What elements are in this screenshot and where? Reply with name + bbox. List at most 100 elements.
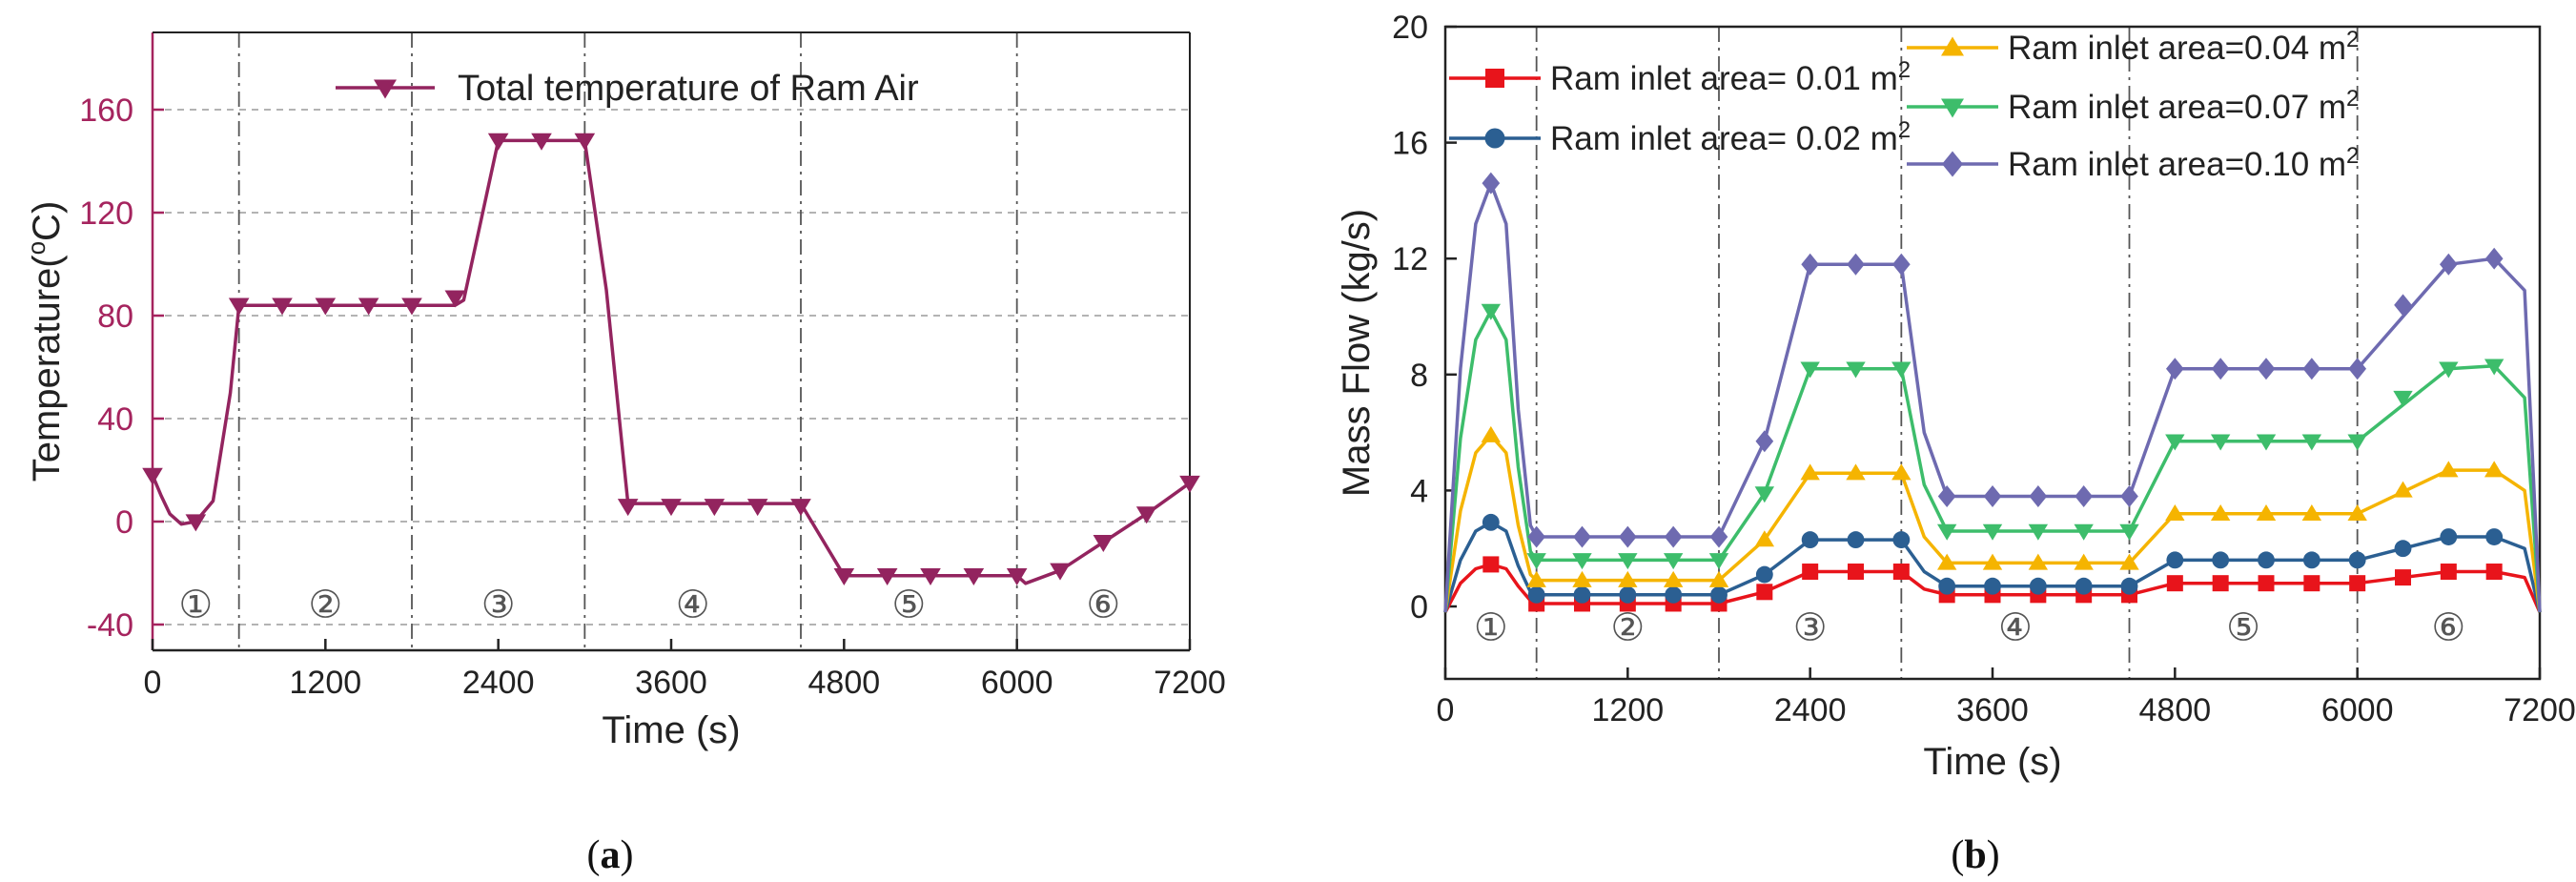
series-line bbox=[151, 138, 1192, 585]
data-point-marker bbox=[1892, 564, 1910, 581]
data-point-marker bbox=[2258, 551, 2275, 569]
data-point-marker bbox=[2211, 358, 2230, 380]
legend-label-superscript: 2 bbox=[2346, 27, 2359, 52]
data-point-marker bbox=[1801, 253, 1820, 276]
data-point-marker bbox=[2120, 577, 2138, 595]
caption-letter: b bbox=[1964, 833, 1986, 877]
legend-label: Ram inlet area= 0.02 m2 bbox=[1550, 117, 1911, 158]
data-point-marker bbox=[2165, 358, 2184, 380]
legend-label-superscript: 2 bbox=[1898, 117, 1911, 143]
x-tick-label: 3600 bbox=[1956, 692, 2029, 728]
legend-label: Ram inlet area=0.04 m2 bbox=[2008, 27, 2359, 68]
y-tick-label: 160 bbox=[79, 92, 133, 129]
data-point-marker bbox=[2119, 553, 2139, 570]
data-point-marker bbox=[1892, 531, 1911, 549]
data-point-marker bbox=[2348, 358, 2367, 380]
data-point-marker bbox=[185, 514, 207, 532]
legend-label-text: Ram inlet area=0.07 m bbox=[2008, 89, 2346, 126]
data-point-marker bbox=[2119, 523, 2139, 541]
x-tick-label: 6000 bbox=[2321, 692, 2394, 728]
data-point-marker bbox=[2301, 434, 2322, 451]
caption-close-paren: ) bbox=[1987, 833, 2000, 877]
y-tick-label: 0 bbox=[1410, 589, 1428, 626]
x-tick-label: 3600 bbox=[635, 665, 707, 701]
y-tick-label: 16 bbox=[1392, 126, 1428, 162]
legend-label-superscript: 2 bbox=[1898, 57, 1911, 83]
data-point-marker bbox=[1754, 530, 1775, 547]
y-tick-label: 12 bbox=[1392, 241, 1428, 277]
data-point-marker bbox=[1527, 525, 1546, 548]
data-point-marker bbox=[2393, 481, 2413, 498]
phase-label: ① bbox=[178, 584, 213, 626]
phase-label: ① bbox=[1474, 606, 1508, 648]
data-point-marker bbox=[2484, 461, 2504, 478]
caption-open-paren: ( bbox=[587, 833, 601, 877]
data-point-marker bbox=[2395, 569, 2411, 586]
phase-label: ⑥ bbox=[1086, 584, 1120, 626]
data-point-marker bbox=[2029, 577, 2047, 595]
phase-label: ⑤ bbox=[2226, 606, 2260, 648]
data-point-marker bbox=[1846, 463, 1866, 481]
legend-marker bbox=[1484, 128, 1505, 149]
y-tick-label: 40 bbox=[97, 401, 133, 438]
x-tick-label: 2400 bbox=[462, 665, 535, 701]
panel-caption-a: (a) bbox=[587, 833, 634, 877]
y-tick-label: 80 bbox=[97, 298, 133, 335]
data-point-marker bbox=[1618, 570, 1638, 587]
legend-marker bbox=[1942, 151, 1963, 177]
x-tick-label: 6000 bbox=[981, 665, 1053, 701]
data-point-marker bbox=[2440, 528, 2458, 545]
data-point-marker bbox=[1982, 553, 2003, 570]
y-tick-label: 0 bbox=[115, 504, 133, 541]
data-point-marker bbox=[1708, 553, 1729, 570]
x-tick-label: 0 bbox=[1437, 692, 1455, 728]
data-point-marker bbox=[1936, 553, 1957, 570]
data-point-marker bbox=[833, 568, 855, 586]
y-tick-label: -40 bbox=[87, 607, 133, 644]
data-point-marker bbox=[1006, 568, 1028, 586]
phase-label: ② bbox=[308, 584, 342, 626]
legend-label: Ram inlet area= 0.01 m2 bbox=[1550, 57, 1911, 98]
data-point-marker bbox=[2485, 528, 2504, 545]
data-point-marker bbox=[1618, 525, 1637, 548]
data-point-marker bbox=[531, 133, 552, 151]
data-point-marker bbox=[2210, 503, 2231, 521]
data-point-marker bbox=[401, 297, 422, 316]
data-point-marker bbox=[272, 297, 293, 316]
phase-label: ② bbox=[1610, 606, 1645, 648]
data-point-marker bbox=[444, 290, 466, 308]
data-point-marker bbox=[2212, 551, 2230, 569]
data-point-marker bbox=[1665, 585, 1683, 604]
data-point-marker bbox=[1482, 172, 1501, 195]
data-point-marker bbox=[1572, 570, 1592, 587]
x-axis-title: Time (s) bbox=[1923, 741, 2061, 783]
data-point-marker bbox=[142, 467, 163, 485]
data-point-marker bbox=[1802, 564, 1819, 581]
data-point-marker bbox=[2028, 553, 2049, 570]
data-point-marker bbox=[1481, 303, 1502, 320]
data-point-marker bbox=[1754, 486, 1775, 503]
data-point-marker bbox=[790, 499, 811, 517]
legend-marker bbox=[1941, 36, 1964, 56]
data-point-marker bbox=[1573, 525, 1591, 548]
data-point-marker bbox=[2212, 575, 2229, 592]
data-point-marker bbox=[963, 568, 985, 586]
data-point-marker bbox=[2165, 434, 2185, 451]
caption-letter: a bbox=[601, 833, 621, 877]
legend-marker bbox=[374, 79, 397, 99]
data-point-marker bbox=[1135, 506, 1157, 524]
data-point-marker bbox=[1618, 553, 1638, 570]
x-tick-label: 0 bbox=[144, 665, 162, 701]
data-point-marker bbox=[1800, 361, 1820, 379]
data-point-marker bbox=[876, 568, 898, 586]
legend-marker bbox=[1485, 69, 1504, 88]
data-point-marker bbox=[2302, 551, 2320, 569]
data-point-marker bbox=[1179, 475, 1200, 493]
data-point-marker bbox=[2484, 359, 2504, 376]
data-point-marker bbox=[358, 297, 379, 316]
data-point-marker bbox=[1526, 553, 1546, 570]
data-point-marker bbox=[2485, 564, 2503, 581]
data-point-marker bbox=[2257, 358, 2276, 380]
phase-label: ④ bbox=[676, 584, 710, 626]
